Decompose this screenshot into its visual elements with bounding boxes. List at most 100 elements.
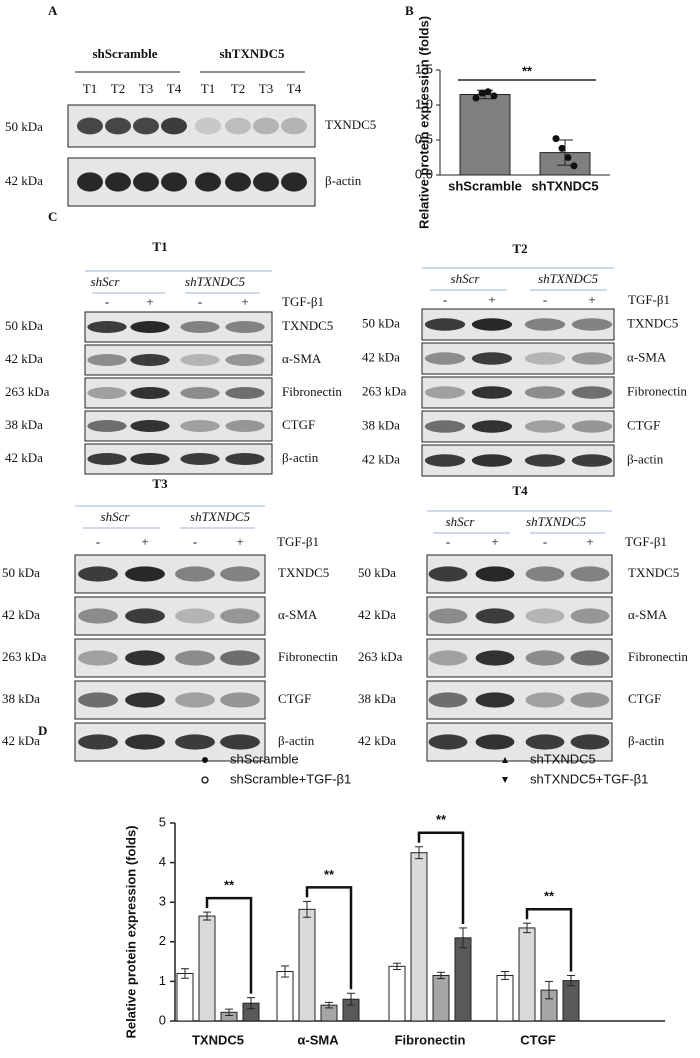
protein-label: α-SMA xyxy=(282,351,322,366)
blot-band xyxy=(220,566,260,582)
bar xyxy=(562,980,580,1022)
blot-band xyxy=(525,734,565,750)
panel-label: C xyxy=(48,209,57,224)
blot-band xyxy=(180,453,220,465)
significance: ** xyxy=(324,867,335,882)
blot-band xyxy=(78,734,118,750)
blot-band xyxy=(220,734,260,750)
blot-band xyxy=(253,172,279,192)
blot-band xyxy=(428,566,468,582)
marker-label: 38 kDa xyxy=(358,691,396,706)
blot-band xyxy=(571,352,613,365)
blot-band xyxy=(77,117,103,135)
group-label: shScr xyxy=(446,514,476,529)
blot-band xyxy=(161,172,187,192)
data-point xyxy=(552,135,560,143)
blot-band xyxy=(475,650,515,666)
blot-band xyxy=(475,566,515,582)
blot-band xyxy=(225,387,265,399)
blot-band xyxy=(180,354,220,366)
blot-band xyxy=(225,117,251,135)
y-tick-label: 5 xyxy=(159,814,166,829)
x-tick-label: CTGF xyxy=(520,1032,555,1047)
blot-band xyxy=(180,321,220,333)
blot-band xyxy=(175,692,215,708)
treatment-label: TGF-β1 xyxy=(277,534,319,549)
group-label: shScramble xyxy=(93,46,158,61)
marker-label: 42 kDa xyxy=(2,607,40,622)
blot-band xyxy=(225,420,265,432)
treatment: - xyxy=(543,534,547,549)
blot-band xyxy=(471,352,513,365)
bracket xyxy=(417,831,465,924)
blot-band xyxy=(78,692,118,708)
blot-band xyxy=(471,386,513,399)
legend-marker xyxy=(202,757,208,763)
protein-label: Fibronectin xyxy=(278,649,338,664)
legend-label: shTXNDC5+TGF-β1 xyxy=(530,771,648,786)
blot-title: T1 xyxy=(152,239,167,254)
x-tick-label: α-SMA xyxy=(297,1032,339,1047)
axis-title: Relative protein expression (folds) xyxy=(123,825,138,1038)
blot-band xyxy=(87,420,127,432)
blot-band xyxy=(524,420,566,433)
blot-band xyxy=(475,608,515,624)
treatment: + xyxy=(488,292,495,307)
bar xyxy=(518,927,536,1022)
blot-band xyxy=(471,420,513,433)
marker-label: 42 kDa xyxy=(362,451,400,466)
blot-band xyxy=(220,692,260,708)
blot-band xyxy=(225,172,251,192)
blot-band xyxy=(571,420,613,433)
significance: ** xyxy=(436,812,447,827)
data-point xyxy=(484,88,492,96)
treatment: + xyxy=(491,534,498,549)
marker-label: 42 kDa xyxy=(5,351,43,366)
blot-band xyxy=(570,734,610,750)
significance: ** xyxy=(224,878,235,893)
data-point xyxy=(490,92,498,100)
bar xyxy=(432,974,450,1022)
blot-band xyxy=(475,734,515,750)
bar xyxy=(496,974,514,1022)
blot-band xyxy=(424,318,466,331)
legend-label: shScramble+TGF-β1 xyxy=(230,771,351,786)
lane-label: T1 xyxy=(201,81,215,96)
blot-band xyxy=(571,454,613,467)
blot-band xyxy=(525,566,565,582)
group-label: shTXNDC5 xyxy=(538,271,598,286)
legend-marker xyxy=(502,757,508,763)
treatment-label: TGF-β1 xyxy=(625,534,667,549)
blot-band xyxy=(78,608,118,624)
blot-band xyxy=(424,386,466,399)
lane-label: T2 xyxy=(231,81,245,96)
blot-band xyxy=(570,692,610,708)
blot-band xyxy=(525,692,565,708)
marker-label: 42 kDa xyxy=(358,733,396,748)
blot-band xyxy=(125,692,165,708)
blot-band xyxy=(525,650,565,666)
blot-band xyxy=(130,354,170,366)
protein-label: β-actin xyxy=(325,173,362,188)
blot-band xyxy=(225,453,265,465)
bar xyxy=(298,908,316,1022)
protein-label: TXNDC5 xyxy=(278,565,329,580)
bar xyxy=(276,971,294,1022)
protein-label: β-actin xyxy=(278,733,315,748)
blot-band xyxy=(524,454,566,467)
lane-label: T4 xyxy=(287,81,302,96)
lane-label: T2 xyxy=(111,81,125,96)
panel-label: D xyxy=(38,723,47,738)
data-point xyxy=(472,94,480,102)
treatment: + xyxy=(241,294,248,309)
marker-label: 263 kDa xyxy=(2,649,47,664)
blot-band xyxy=(87,321,127,333)
treatment: + xyxy=(146,294,153,309)
x-tick-label: TXNDC5 xyxy=(192,1032,244,1047)
treatment: + xyxy=(236,534,243,549)
blot-band xyxy=(571,318,613,331)
x-tick-label: Fibronectin xyxy=(395,1032,466,1047)
protein-label: CTGF xyxy=(278,691,311,706)
protein-label: TXNDC5 xyxy=(282,318,333,333)
